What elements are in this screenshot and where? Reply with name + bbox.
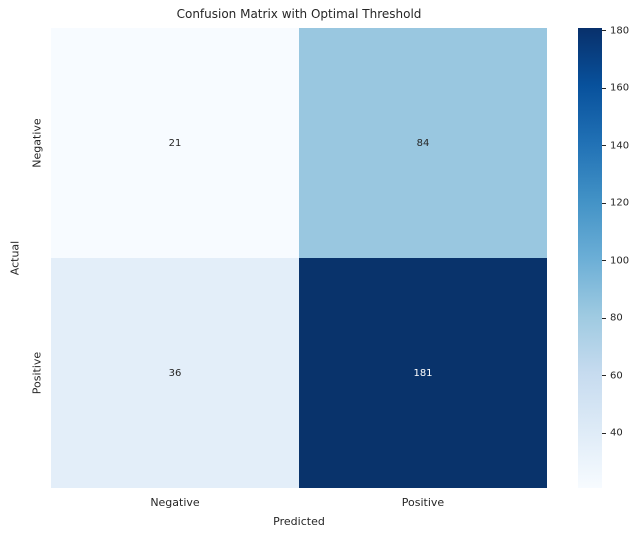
colorbar-tick-label: 40 xyxy=(610,427,623,439)
cell-value: 181 xyxy=(413,367,433,379)
colorbar-tick-label: 160 xyxy=(610,82,630,94)
xtick-positive: Positive xyxy=(401,496,445,509)
colorbar-tick-mark xyxy=(602,30,606,32)
x-axis-label: Predicted xyxy=(273,515,325,528)
colorbar-tick-mark xyxy=(602,432,606,434)
cell-value: 21 xyxy=(168,137,182,149)
heatmap-cell-true-positive: 181 xyxy=(299,258,547,488)
colorbar-tick-mark xyxy=(602,317,606,319)
colorbar-ticks: 40 60 80 100 120 140 160 180 xyxy=(602,25,642,488)
colorbar-tick-mark xyxy=(602,202,606,204)
colorbar-tick-label: 120 xyxy=(610,197,630,209)
colorbar-tick-label: 140 xyxy=(610,140,630,152)
ytick-positive: Positive xyxy=(30,351,44,395)
cell-value: 36 xyxy=(168,367,182,379)
heatmap-cell-false-positive: 84 xyxy=(299,28,547,258)
colorbar-tick-mark xyxy=(602,145,606,147)
y-axis-label: Actual xyxy=(8,240,22,276)
heatmap-cell-false-negative: 36 xyxy=(51,258,299,488)
colorbar-tick-label: 60 xyxy=(610,370,623,382)
colorbar-tick-label: 100 xyxy=(610,255,630,267)
colorbar-tick-mark xyxy=(602,87,606,89)
colorbar-tick-label: 180 xyxy=(610,25,630,37)
colorbar-tick-mark xyxy=(602,260,606,262)
cell-value: 84 xyxy=(416,137,430,149)
colorbar-gradient xyxy=(578,28,602,488)
ytick-negative: Negative xyxy=(30,118,44,168)
heatmap-cell-true-negative: 21 xyxy=(51,28,299,258)
colorbar-tick-mark xyxy=(602,375,606,377)
colorbar-tick-label: 80 xyxy=(610,312,623,324)
chart-title: Confusion Matrix with Optimal Threshold xyxy=(176,7,422,21)
heatmap-grid: 21 84 36 181 xyxy=(51,28,547,488)
xtick-negative: Negative xyxy=(150,496,200,509)
